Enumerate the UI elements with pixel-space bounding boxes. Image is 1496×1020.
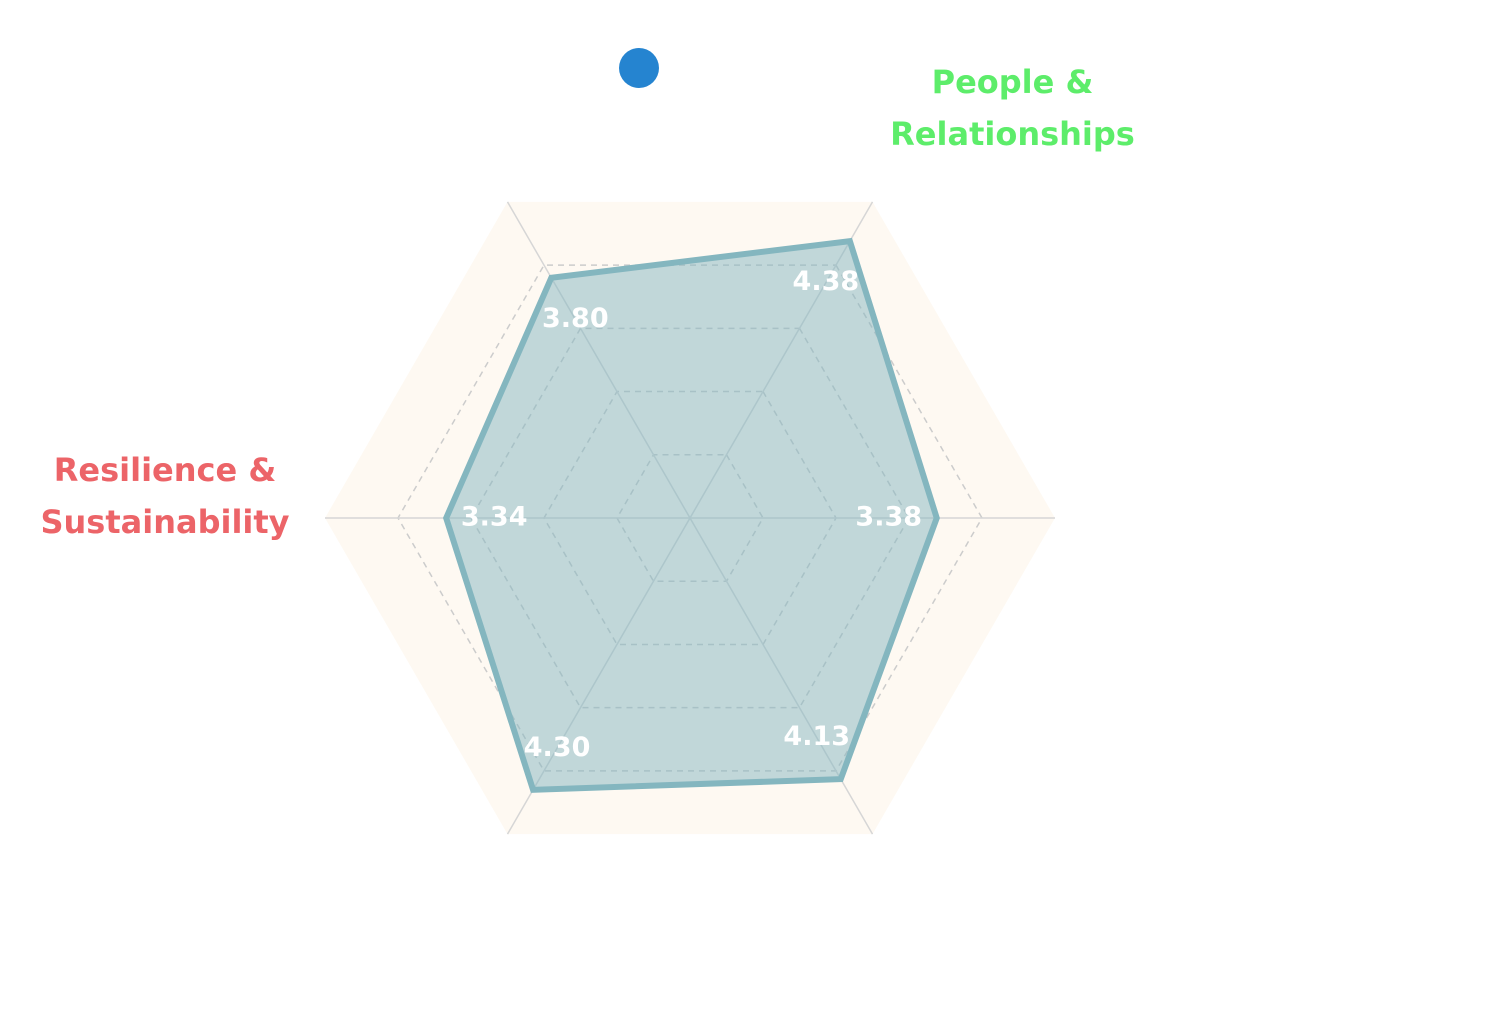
value-label: 3.80 <box>542 303 609 334</box>
category-label: People & Relationships <box>890 62 1135 153</box>
radar-area <box>442 237 940 793</box>
value-label: 3.38 <box>855 502 922 533</box>
value-label: 4.13 <box>783 721 850 752</box>
category-label: Resilience & Sustainability <box>40 451 290 541</box>
value-label: 4.30 <box>524 732 591 763</box>
legend-marker <box>619 48 659 88</box>
value-label: 3.34 <box>461 502 528 533</box>
value-label: 4.38 <box>793 266 860 297</box>
